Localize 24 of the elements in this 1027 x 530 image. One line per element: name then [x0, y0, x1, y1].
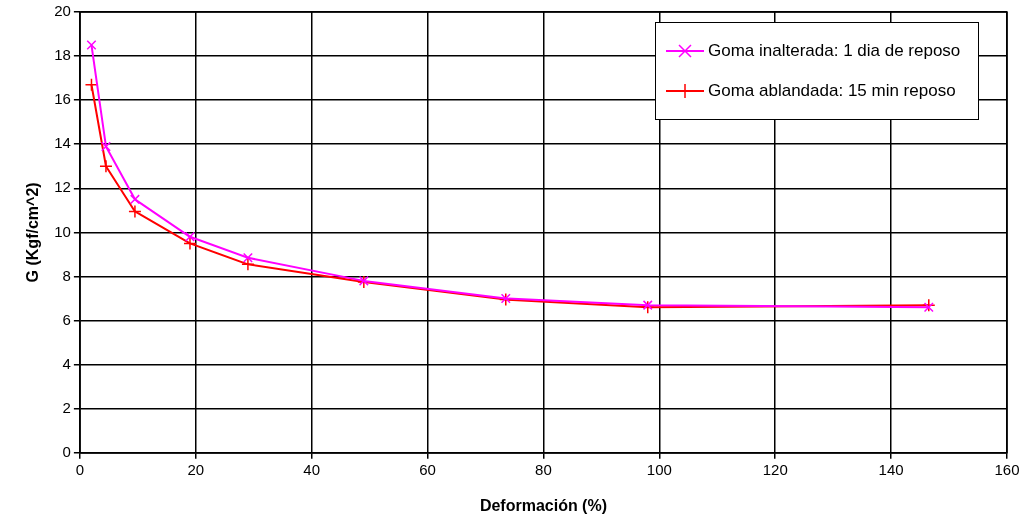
y-axis-title: G (Kgf/cm^2) [24, 182, 42, 283]
x-tick-label: 140 [878, 460, 904, 478]
x-tick-label: 120 [762, 460, 788, 478]
x-tick-label: 20 [187, 460, 205, 478]
legend-label: Goma ablandada: 15 min reposo [708, 81, 956, 101]
x-axis-title: Deformación (%) [479, 496, 607, 514]
y-tick-label: 10 [54, 222, 71, 240]
y-tick-label: 14 [54, 134, 71, 152]
x-tick-label: 60 [419, 460, 436, 478]
x-tick-label: 160 [994, 460, 1020, 478]
y-tick-label: 2 [62, 398, 71, 416]
y-tick-label: 0 [62, 442, 71, 460]
x-tick-label: 100 [646, 460, 672, 478]
x-tick-label: 0 [75, 460, 85, 478]
legend-label: Goma inalterada: 1 dia de reposo [708, 41, 961, 61]
y-tick-label: 20 [54, 2, 71, 20]
x-tick-label: 80 [535, 460, 552, 478]
y-tick-label: 12 [54, 178, 71, 196]
y-tick-label: 4 [62, 354, 71, 372]
y-tick-label: 16 [54, 90, 71, 108]
x-tick-label: 40 [303, 460, 321, 478]
y-tick-label: 8 [62, 266, 71, 284]
y-tick-label: 6 [62, 310, 71, 328]
y-tick-label: 18 [54, 46, 71, 64]
